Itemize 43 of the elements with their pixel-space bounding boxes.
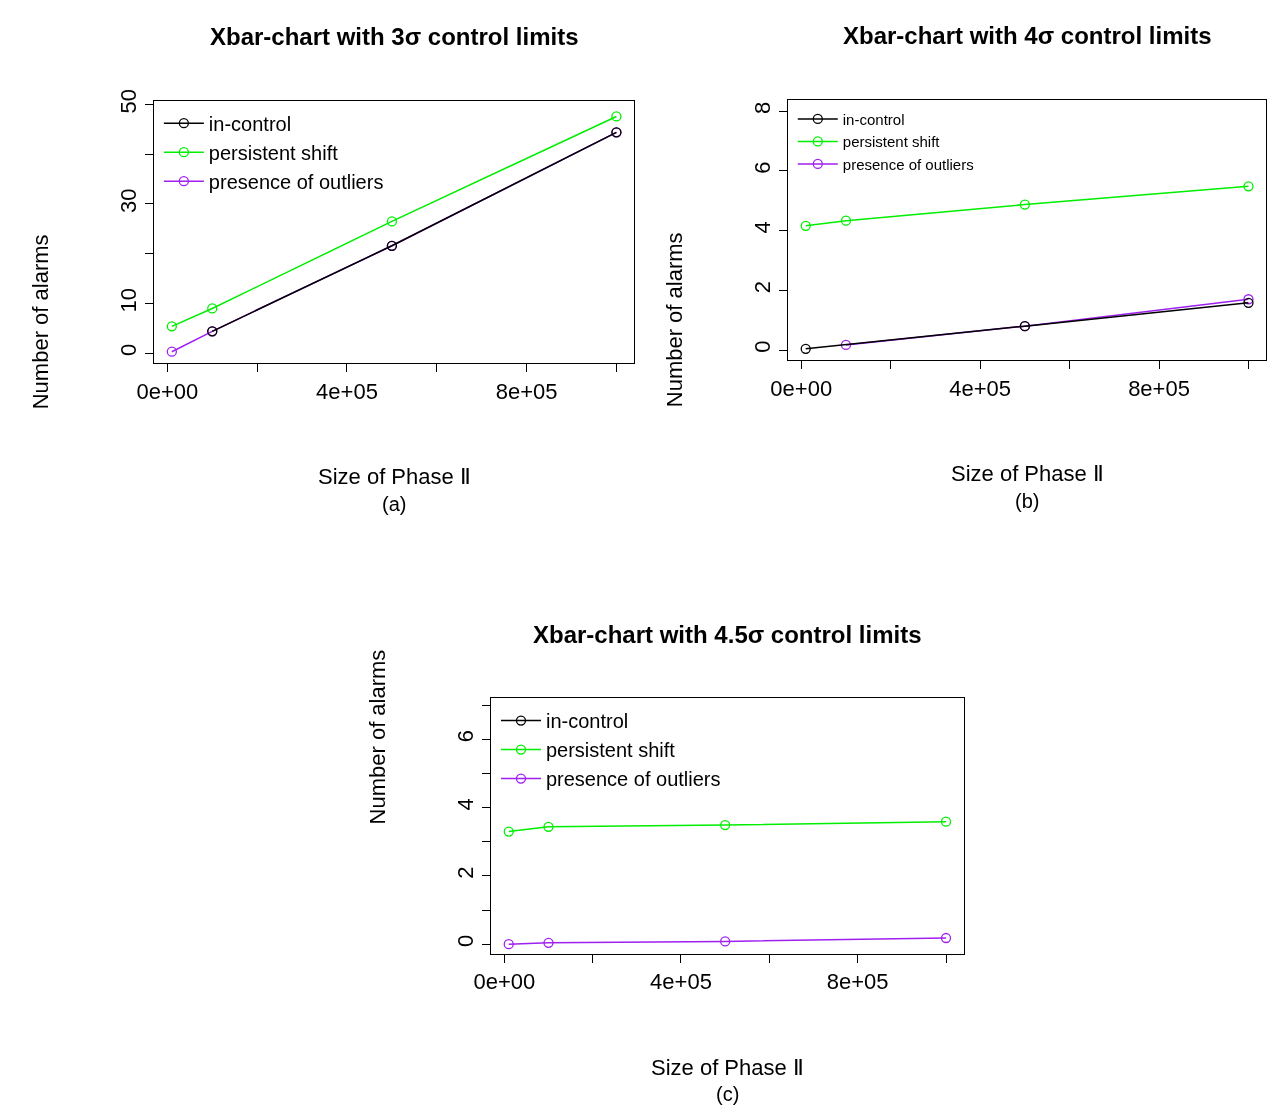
legend-label: presence of outliers (208, 170, 384, 193)
y-tick-label: 0 (453, 934, 479, 947)
y-tick-label: 2 (453, 866, 479, 879)
y-tick-label: 4 (750, 221, 776, 234)
x-axis-title: Size of Phase Ⅱ (651, 1055, 804, 1080)
chart-title: Xbar-chart with 3σ control limits (210, 23, 579, 50)
y-tick-label: 30 (116, 188, 142, 213)
text: (b) (1015, 490, 1040, 512)
y-tick-label: 8 (750, 101, 776, 114)
chart-title: Xbar-chart with 4.5σ control limits (533, 621, 922, 648)
y-axis-title: Number of alarms (662, 232, 688, 408)
legend-label: persistent shift (208, 141, 339, 164)
x-tick-label: 4e+05 (949, 375, 1012, 401)
text: (c) (716, 1083, 740, 1105)
x-axis-title: Size of Phase Ⅱ (951, 461, 1104, 486)
x-tick-label: 0e+00 (473, 969, 536, 995)
legend-label: persistent shift (842, 133, 941, 151)
legend-label: persistent shift (545, 739, 676, 762)
text: (a) (382, 493, 407, 515)
x-tick-label: 0e+00 (770, 375, 833, 401)
y-tick-label: 6 (750, 161, 776, 174)
legend-label: in-control (842, 110, 905, 128)
y-tick-label: 10 (116, 287, 142, 313)
y-tick-label: 2 (750, 280, 776, 294)
x-tick-label: 0e+00 (136, 378, 199, 404)
y-axis-title: Number of alarms (365, 649, 391, 825)
y-tick-label: 4 (453, 798, 479, 811)
x-tick-label: 8e+05 (495, 378, 558, 404)
legend-label: presence of outliers (842, 155, 974, 173)
x-tick-label: 4e+05 (650, 969, 712, 995)
y-tick-label: 0 (750, 340, 776, 353)
x-tick-label: 8e+05 (1128, 375, 1190, 401)
x-tick-label: 4e+05 (316, 378, 378, 404)
y-axis-title: Number of alarms (28, 234, 54, 410)
x-tick-label: 8e+05 (826, 969, 889, 995)
x-axis-title: Size of Phase Ⅱ (318, 464, 471, 489)
chart-title: Xbar-chart with 4σ control limits (843, 22, 1212, 49)
y-tick-label: 50 (116, 88, 142, 114)
legend-label: presence of outliers (545, 768, 721, 791)
legend-label: in-control (208, 112, 292, 135)
legend-label: in-control (545, 710, 629, 733)
y-tick-label: 6 (453, 730, 479, 743)
y-tick-label: 0 (116, 343, 142, 357)
